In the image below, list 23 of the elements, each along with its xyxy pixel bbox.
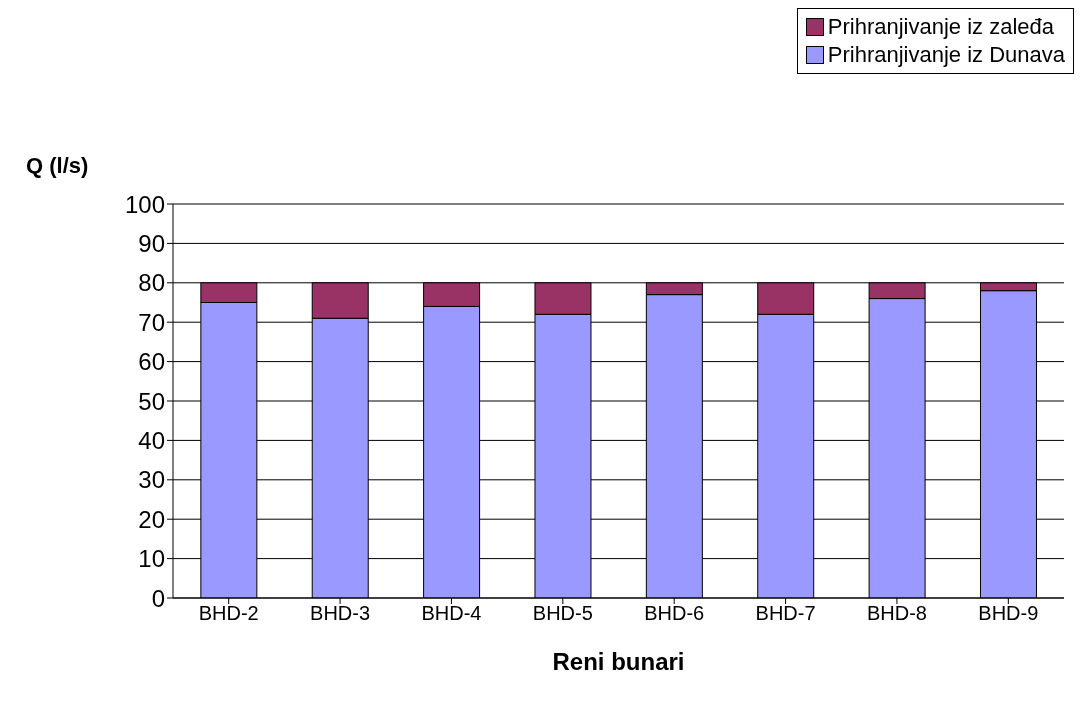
y-tick-label: 0	[151, 584, 165, 612]
y-tick-label: 70	[138, 308, 165, 336]
y-tick-label: 90	[138, 229, 165, 257]
x-tick-label: BHD-9	[978, 602, 1039, 625]
y-tick-label: 30	[138, 466, 165, 494]
legend-label: Prihranjivanje iz zaleđa	[827, 13, 1054, 41]
y-tick-label: 50	[138, 387, 165, 415]
y-tick-label: 80	[138, 269, 165, 297]
x-tick-label: BHD-5	[532, 602, 593, 625]
y-axis-title: Q (l/s)	[26, 153, 89, 179]
x-axis-title: Reni bunari	[552, 648, 685, 675]
y-tick-label: 100	[124, 190, 165, 218]
y-tick-label: 40	[138, 426, 165, 454]
x-tick-label: BHD-2	[198, 602, 259, 625]
x-tick-label: BHD-3	[310, 602, 371, 625]
y-tick-label: 20	[138, 505, 165, 533]
x-tick-label: BHD-6	[644, 602, 705, 625]
x-tick-label: BHD-8	[866, 602, 927, 625]
x-tick-label: BHD-7	[755, 602, 816, 625]
legend-label: Prihranjivanje iz Dunava	[827, 41, 1065, 69]
y-tick-label: 60	[138, 348, 165, 376]
y-tick-label: 10	[138, 545, 165, 573]
x-tick-label: BHD-4	[421, 602, 482, 625]
